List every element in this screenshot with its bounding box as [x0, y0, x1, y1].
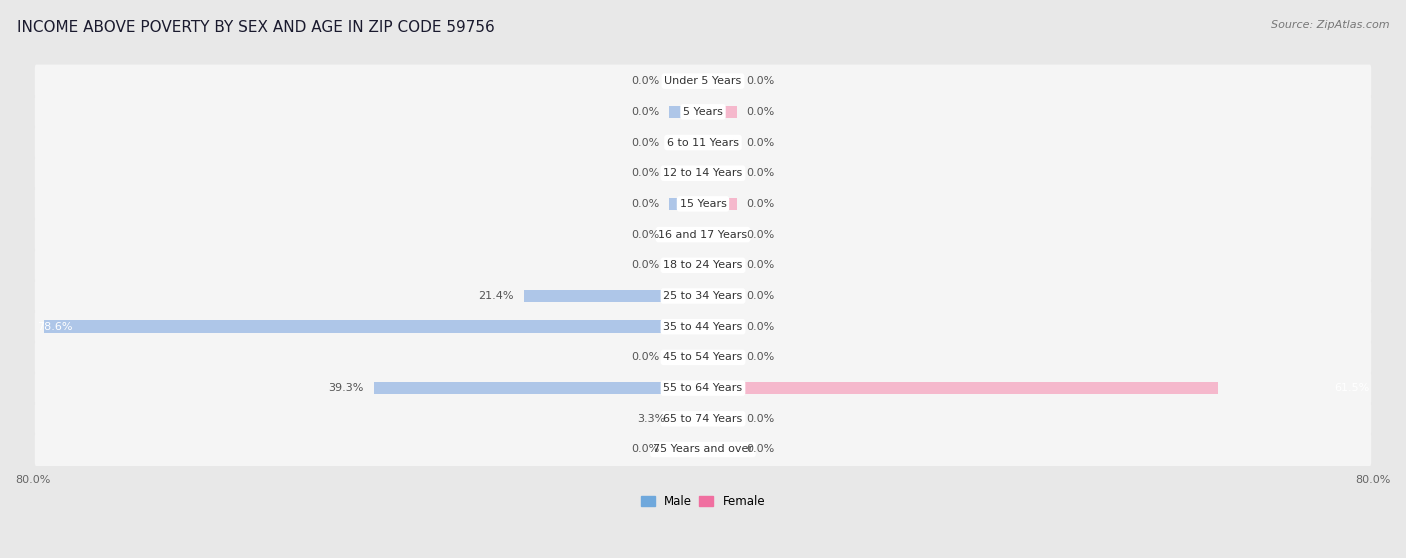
Bar — [703, 228, 737, 241]
Bar — [703, 259, 737, 272]
FancyBboxPatch shape — [35, 187, 1371, 220]
Bar — [669, 228, 703, 241]
Bar — [374, 382, 703, 395]
Text: 0.0%: 0.0% — [747, 137, 775, 147]
Text: Under 5 Years: Under 5 Years — [665, 76, 741, 86]
Text: 0.0%: 0.0% — [747, 199, 775, 209]
Bar — [703, 136, 737, 149]
Text: 45 to 54 Years: 45 to 54 Years — [664, 353, 742, 362]
Bar — [703, 351, 737, 364]
FancyBboxPatch shape — [35, 157, 1371, 190]
Text: 35 to 44 Years: 35 to 44 Years — [664, 322, 742, 331]
Bar — [703, 198, 737, 210]
Text: 0.0%: 0.0% — [631, 353, 659, 362]
Bar — [669, 75, 703, 88]
FancyBboxPatch shape — [35, 433, 1371, 466]
FancyBboxPatch shape — [35, 218, 1371, 251]
Bar — [669, 198, 703, 210]
Text: 0.0%: 0.0% — [631, 261, 659, 270]
Text: 21.4%: 21.4% — [478, 291, 513, 301]
Text: 0.0%: 0.0% — [631, 76, 659, 86]
Text: 65 to 74 Years: 65 to 74 Years — [664, 414, 742, 424]
Bar — [675, 412, 703, 425]
Text: 0.0%: 0.0% — [747, 353, 775, 362]
Text: 0.0%: 0.0% — [747, 168, 775, 178]
FancyBboxPatch shape — [35, 95, 1371, 128]
Text: 0.0%: 0.0% — [747, 229, 775, 239]
Text: 39.3%: 39.3% — [328, 383, 364, 393]
Bar — [669, 136, 703, 149]
Text: 0.0%: 0.0% — [631, 137, 659, 147]
Bar — [703, 320, 737, 333]
Text: 0.0%: 0.0% — [747, 322, 775, 331]
Text: 15 Years: 15 Years — [679, 199, 727, 209]
Text: 3.3%: 3.3% — [637, 414, 665, 424]
Text: 0.0%: 0.0% — [631, 168, 659, 178]
Text: 25 to 34 Years: 25 to 34 Years — [664, 291, 742, 301]
Bar — [703, 75, 737, 88]
Bar — [703, 290, 737, 302]
Bar — [703, 382, 1219, 395]
Text: 78.6%: 78.6% — [37, 322, 72, 331]
Text: 0.0%: 0.0% — [747, 107, 775, 117]
Text: 5 Years: 5 Years — [683, 107, 723, 117]
Bar — [523, 290, 703, 302]
Text: 75 Years and over: 75 Years and over — [652, 445, 754, 454]
Bar — [669, 443, 703, 456]
Text: INCOME ABOVE POVERTY BY SEX AND AGE IN ZIP CODE 59756: INCOME ABOVE POVERTY BY SEX AND AGE IN Z… — [17, 20, 495, 35]
Bar — [669, 351, 703, 364]
Text: 0.0%: 0.0% — [747, 291, 775, 301]
Text: 16 and 17 Years: 16 and 17 Years — [658, 229, 748, 239]
Text: 18 to 24 Years: 18 to 24 Years — [664, 261, 742, 270]
Bar — [703, 443, 737, 456]
Bar — [669, 105, 703, 118]
FancyBboxPatch shape — [35, 280, 1371, 312]
Text: 61.5%: 61.5% — [1334, 383, 1369, 393]
Text: 12 to 14 Years: 12 to 14 Years — [664, 168, 742, 178]
Text: 0.0%: 0.0% — [631, 229, 659, 239]
Text: 0.0%: 0.0% — [747, 261, 775, 270]
Text: Source: ZipAtlas.com: Source: ZipAtlas.com — [1271, 20, 1389, 30]
FancyBboxPatch shape — [35, 249, 1371, 282]
FancyBboxPatch shape — [35, 341, 1371, 374]
FancyBboxPatch shape — [35, 402, 1371, 435]
Text: 0.0%: 0.0% — [631, 199, 659, 209]
Text: 55 to 64 Years: 55 to 64 Years — [664, 383, 742, 393]
FancyBboxPatch shape — [35, 372, 1371, 405]
Text: 0.0%: 0.0% — [747, 445, 775, 454]
FancyBboxPatch shape — [35, 310, 1371, 343]
Legend: Male, Female: Male, Female — [636, 490, 770, 513]
Bar — [703, 412, 737, 425]
Text: 6 to 11 Years: 6 to 11 Years — [666, 137, 740, 147]
Bar — [703, 167, 737, 180]
Bar — [45, 320, 703, 333]
Text: 0.0%: 0.0% — [747, 414, 775, 424]
Bar — [669, 259, 703, 272]
Bar — [669, 167, 703, 180]
Text: 0.0%: 0.0% — [747, 76, 775, 86]
Bar — [703, 105, 737, 118]
FancyBboxPatch shape — [35, 65, 1371, 98]
Text: 0.0%: 0.0% — [631, 445, 659, 454]
FancyBboxPatch shape — [35, 126, 1371, 159]
Text: 0.0%: 0.0% — [631, 107, 659, 117]
